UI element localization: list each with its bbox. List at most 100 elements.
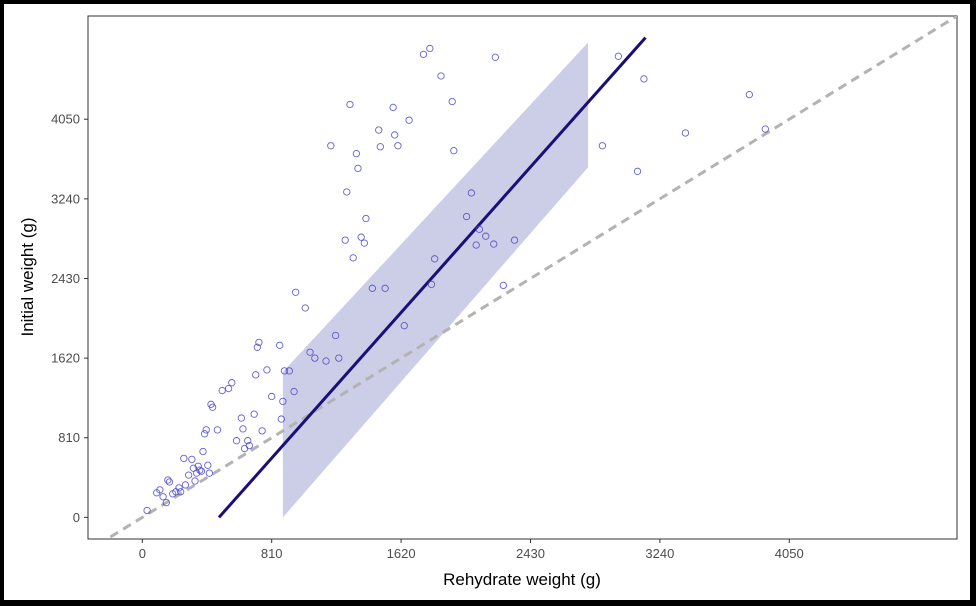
data-point [467,189,476,197]
data-point [228,379,236,387]
data-point [188,455,196,464]
scatter-chart: 0 810 1620 2430 3240 4050 0 810 1620 2430 3240 405… [18,15,958,589]
x-axis-ticks: 0 810 1620 2430 3240 4050 [139,539,804,561]
data-point [472,241,480,249]
data-point [389,103,397,112]
data-point [400,322,408,330]
data-point [200,430,209,438]
confidence-band-area [282,42,588,518]
data-point [462,212,471,221]
data-point [252,371,260,379]
fit-line-path [217,36,647,519]
data-point [268,392,276,401]
data-point [164,476,172,484]
data-point [218,386,226,395]
x-axis-title: Rehydrate weight (g) [443,570,601,589]
data-point [292,288,300,296]
data-point [327,142,335,150]
data-point [197,467,206,475]
x-tick-label: 0 [139,546,146,561]
x-tick-label: 810 [261,546,283,561]
data-point [285,367,293,375]
data-point [245,441,253,450]
data-point [213,426,222,434]
data-point [239,425,247,433]
data-point [475,225,484,233]
data-point [448,97,456,106]
data-point [343,188,351,196]
data-point [224,384,233,393]
data-point [322,357,330,365]
data-point [205,469,214,477]
data-point [745,90,753,99]
data-point [255,338,263,347]
data-point [208,403,217,411]
data-point [491,53,499,61]
data-point [430,255,439,263]
data-point [437,72,445,80]
y-tick-label: 4050 [51,112,80,127]
data-point [156,486,164,494]
x-tick-label: 3240 [645,546,674,561]
data-point [426,44,434,53]
data-point [250,410,258,418]
data-point [376,143,384,151]
confidence-band [282,42,588,518]
x-tick-label: 2430 [516,546,545,561]
data-point [202,426,210,434]
data-point [510,236,519,244]
data-point [232,437,241,445]
data-point [761,125,769,133]
y-axis-ticks: 0 810 1620 2430 3240 4050 [51,112,88,525]
data-point [360,239,369,247]
data-point [341,236,349,244]
data-point [354,164,362,173]
data-point [375,126,383,134]
data-point [175,484,183,492]
data-point [349,254,357,262]
data-point [490,240,498,248]
y-tick-label: 3240 [51,191,80,206]
data-point [681,129,690,137]
data-point [482,232,490,240]
data-point [279,397,287,406]
data-point [301,304,309,312]
data-point [162,498,170,507]
y-tick-label: 2430 [51,271,80,286]
y-tick-label: 1620 [51,351,80,366]
data-point [184,471,193,479]
fit-line [217,36,647,519]
data-point [368,284,376,292]
data-point [335,354,343,362]
data-point [450,147,458,155]
data-point [391,131,399,139]
x-tick-label: 1620 [387,546,416,561]
data-point [346,100,354,109]
plot-panel [87,15,958,540]
data-point [258,427,266,435]
data-point [405,116,413,124]
data-point [357,233,365,241]
data-point [362,214,370,223]
data-point [253,343,261,351]
data-point [143,506,151,515]
data-point [381,284,389,292]
data-point [499,281,507,290]
data-point [598,142,607,150]
data-point [181,481,190,489]
data-point [419,50,428,58]
data-point [614,52,622,60]
data-point [191,477,199,485]
data-point [427,280,436,289]
data-points [143,44,769,515]
data-point [280,367,289,375]
data-point [244,437,252,445]
data-point [196,466,204,474]
data-point [177,488,185,496]
data-point [290,387,298,396]
data-point [352,149,361,158]
data-point [633,167,642,175]
y-tick-label: 0 [73,510,80,525]
data-point [331,331,340,340]
data-point [311,354,319,362]
